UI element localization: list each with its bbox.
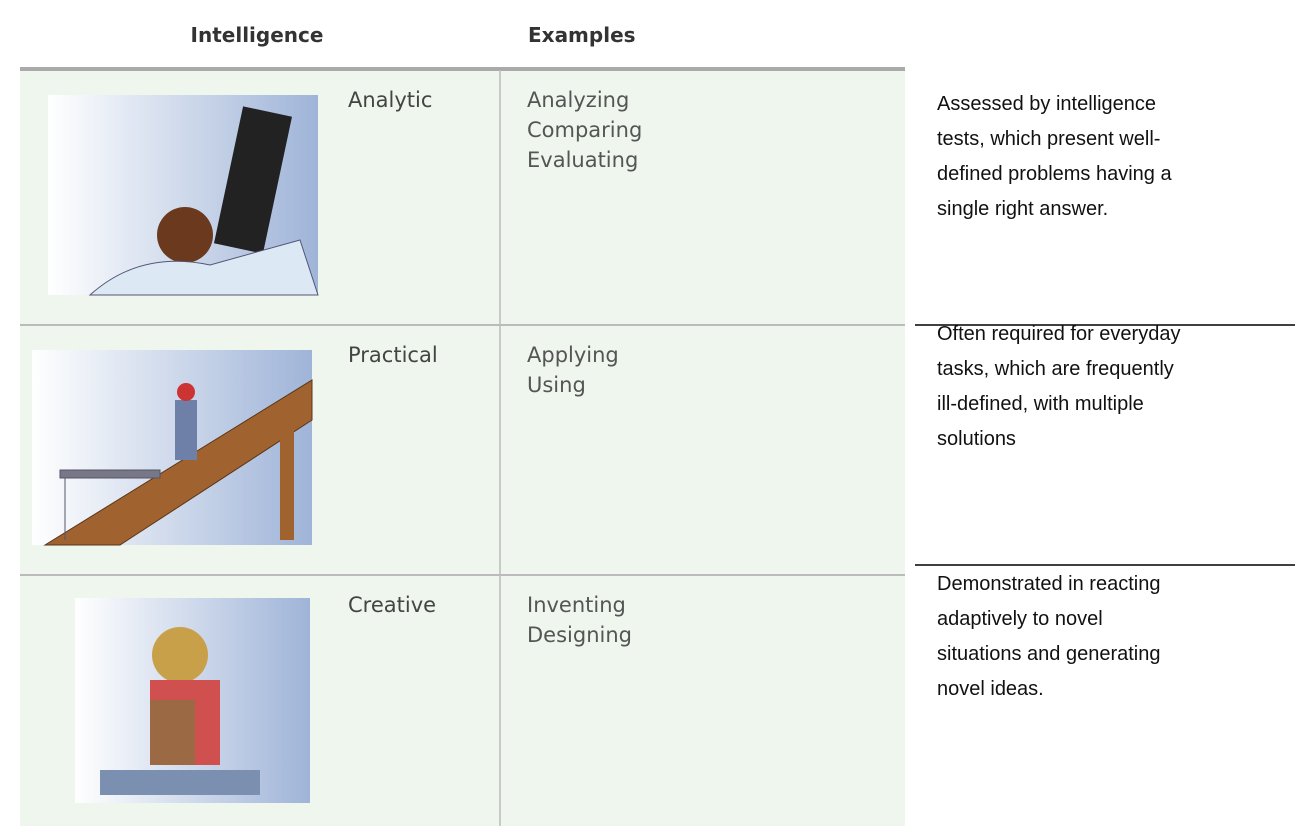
example: Comparing xyxy=(527,118,642,142)
illustration xyxy=(75,598,310,803)
description-line: novel ideas. xyxy=(937,678,1044,700)
description-line: solutions xyxy=(937,428,1016,450)
column-header: Examples xyxy=(528,23,636,47)
illustration xyxy=(32,350,313,546)
example: Analyzing xyxy=(527,88,629,112)
description-line: adaptively to novel xyxy=(937,608,1103,630)
description-line: Assessed by intelligence xyxy=(937,93,1156,115)
intelligence-name: Creative xyxy=(348,593,436,617)
description-line: tests, which present well- xyxy=(937,128,1160,150)
example: Applying xyxy=(527,343,619,367)
column-header: Intelligence xyxy=(191,23,324,47)
intelligence-name: Practical xyxy=(348,343,438,367)
description-line: Often required for everyday xyxy=(937,323,1180,345)
intelligence-name: Analytic xyxy=(348,88,432,112)
illustration xyxy=(48,95,319,296)
description-line: defined problems having a xyxy=(937,163,1172,185)
description-line: situations and generating xyxy=(937,643,1161,665)
example: Designing xyxy=(527,623,632,647)
example: Evaluating xyxy=(527,148,638,172)
description-line: ill-defined, with multiple xyxy=(937,393,1144,415)
example: Using xyxy=(527,373,586,397)
example: Inventing xyxy=(527,593,626,617)
rows: Analytic Analyzing Comparing Evaluating Asse… xyxy=(348,88,1180,700)
description-line: tasks, which are frequently xyxy=(937,358,1174,380)
description-line: Demonstrated in reacting xyxy=(937,573,1160,595)
description-line: single right answer. xyxy=(937,198,1108,220)
